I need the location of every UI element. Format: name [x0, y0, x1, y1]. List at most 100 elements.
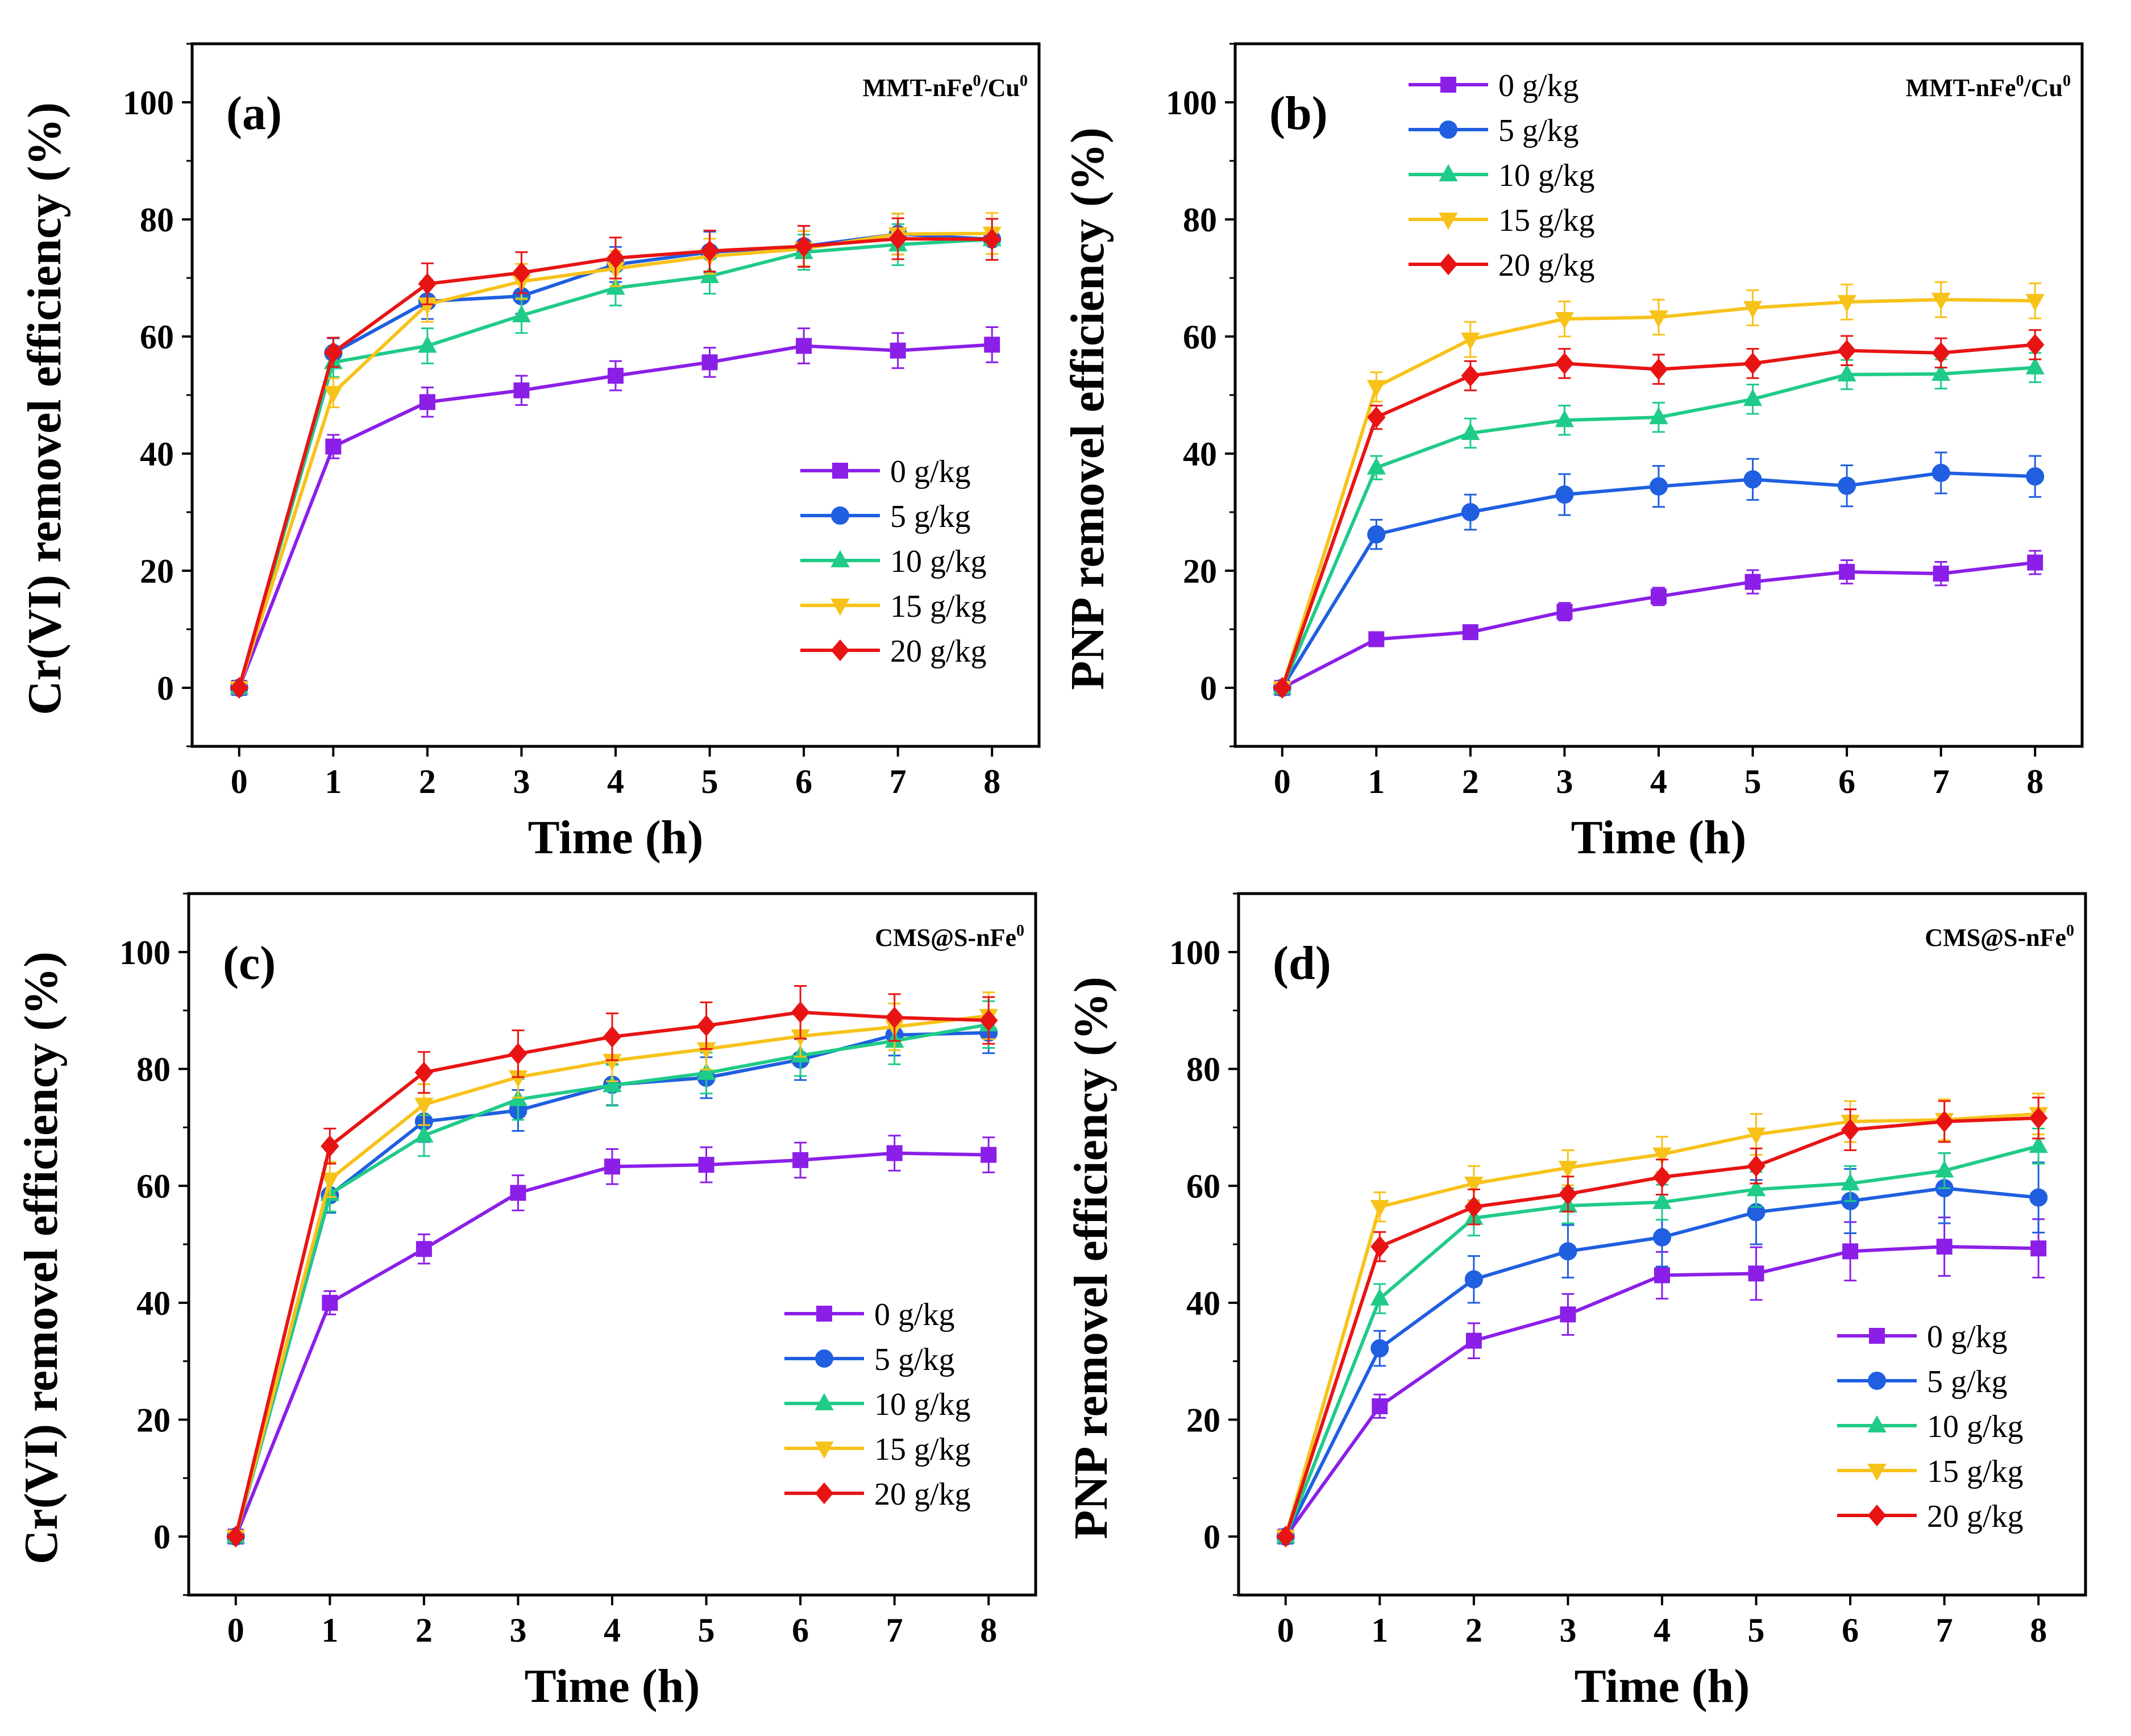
- data-point: [1559, 1183, 1577, 1205]
- x-tick-label: 2: [416, 1612, 433, 1649]
- y-tick-label: 0: [1203, 1518, 1220, 1556]
- material-superscript: 0: [2066, 922, 2074, 940]
- data-point: [608, 368, 624, 384]
- legend-label: 10 g/kg: [890, 544, 987, 579]
- data-point: [697, 1015, 716, 1037]
- legend-marker: [1869, 1328, 1885, 1344]
- y-tick-label: 60: [140, 318, 174, 356]
- data-point: [230, 676, 249, 699]
- data-point: [1935, 1110, 1954, 1133]
- legend-marker: [816, 1306, 832, 1322]
- legend-item: 10 g/kg: [784, 1387, 971, 1422]
- legend-marker: [831, 506, 849, 525]
- legend-item: 5 g/kg: [1837, 1364, 2008, 1399]
- data-point: [1654, 1267, 1670, 1284]
- legend-item: 10 g/kg: [1409, 158, 1595, 193]
- data-point: [2025, 294, 2045, 312]
- legend-marker: [815, 1482, 834, 1505]
- data-point: [226, 1526, 246, 1548]
- y-tick-label: 20: [140, 553, 174, 590]
- data-point: [979, 1010, 998, 1032]
- x-tick-label: 6: [1838, 763, 1855, 800]
- data-point: [1651, 588, 1667, 605]
- x-tick-label: 7: [1936, 1612, 1953, 1649]
- data-point: [512, 261, 531, 284]
- legend-item: 0 g/kg: [784, 1297, 955, 1332]
- y-tick-label: 80: [1186, 1051, 1220, 1089]
- legend-label: 20 g/kg: [1498, 248, 1595, 283]
- data-point: [1841, 1173, 1860, 1191]
- data-point: [1935, 1160, 1954, 1178]
- y-tick-label: 100: [119, 934, 171, 971]
- x-tick-label: 8: [983, 763, 1000, 800]
- data-point: [2029, 1188, 2048, 1207]
- y-tick-label: 60: [1186, 1168, 1220, 1205]
- x-tick-label: 7: [886, 1612, 903, 1649]
- data-point: [418, 335, 437, 353]
- panel-label: (d): [1273, 937, 1331, 990]
- data-point: [324, 341, 343, 363]
- legend-marker: [1439, 253, 1458, 276]
- legend-label: 20 g/kg: [1927, 1499, 2024, 1534]
- data-point: [1370, 1200, 1389, 1218]
- data-point: [2029, 1107, 2048, 1129]
- data-point: [414, 1098, 434, 1115]
- plot-frame: [1233, 42, 2084, 748]
- data-point: [1931, 463, 1950, 482]
- data-point: [1743, 301, 1763, 318]
- y-tick-label: 20: [1186, 1402, 1220, 1439]
- legend-item: 5 g/kg: [784, 1342, 955, 1377]
- legend-item: 0 g/kg: [1409, 68, 1579, 103]
- legend-item: 15 g/kg: [1409, 203, 1595, 238]
- series-0-g-kg: [231, 326, 1000, 696]
- series-0-g-kg: [1274, 550, 2043, 696]
- legend-marker: [1867, 1463, 1887, 1481]
- x-tick-label: 6: [792, 1612, 809, 1649]
- y-tick-label: 20: [1183, 553, 1217, 590]
- data-point: [1461, 333, 1480, 350]
- x-tick-label: 2: [1465, 1612, 1482, 1649]
- legend-marker: [815, 1349, 833, 1368]
- legend-item: 0 g/kg: [800, 454, 971, 489]
- material-superscript: 0: [1020, 72, 1028, 90]
- legend: 0 g/kg 5 g/kg 10 g/kg 15 g/kg 20 g/kg: [800, 454, 987, 669]
- legend-label: 5 g/kg: [1498, 113, 1579, 148]
- plot-frame: [190, 42, 1041, 748]
- data-point: [696, 1062, 716, 1080]
- x-tick-label: 6: [1842, 1612, 1859, 1649]
- material-name: CMS@S-nFe: [875, 924, 1016, 952]
- series-20-g-kg: [1276, 1097, 2048, 1548]
- series-10-g-kg: [1273, 352, 2045, 695]
- panel-label: (b): [1269, 87, 1328, 140]
- data-point: [982, 228, 1002, 251]
- data-point: [1747, 1155, 1766, 1177]
- data-point: [2030, 1240, 2047, 1257]
- x-tick-label: 4: [1654, 1612, 1671, 1649]
- legend-item: 15 g/kg: [800, 589, 987, 624]
- y-tick-label: 60: [1183, 318, 1217, 356]
- data-point: [1837, 339, 1856, 362]
- data-point: [1838, 476, 1856, 495]
- data-point: [1743, 388, 1763, 406]
- legend-item: 5 g/kg: [800, 499, 971, 534]
- y-tick-label: 100: [1169, 934, 1220, 971]
- data-point: [416, 1241, 432, 1257]
- material-superscript: 0: [1016, 922, 1024, 940]
- data-point: [1555, 485, 1574, 504]
- legend-marker: [1867, 1504, 1887, 1527]
- y-tick-label: 40: [1186, 1285, 1220, 1322]
- x-tick-label: 2: [1462, 763, 1479, 800]
- legend-label: 5 g/kg: [1927, 1364, 2008, 1399]
- x-tick-label: 4: [607, 763, 624, 800]
- data-point: [700, 265, 720, 283]
- x-tick-label: 1: [321, 1612, 338, 1649]
- data-point: [1931, 363, 1951, 381]
- data-point: [1649, 310, 1668, 328]
- y-tick-label: 80: [136, 1051, 171, 1089]
- data-point: [604, 1158, 620, 1175]
- data-point: [1744, 574, 1761, 590]
- y-tick-label: 60: [136, 1168, 171, 1205]
- legend: 0 g/kg 5 g/kg 10 g/kg 15 g/kg 20 g/kg: [784, 1297, 971, 1512]
